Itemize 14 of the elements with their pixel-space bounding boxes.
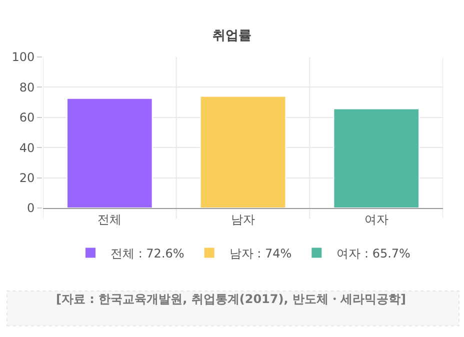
y-tick-label: 0 — [26, 201, 35, 216]
y-tick-label: 60 — [19, 110, 35, 125]
y-tick-label: 80 — [19, 80, 35, 94]
legend-label: 남자 : 74% — [229, 246, 292, 260]
x-tick-label: 전체 — [98, 212, 122, 226]
text: [자료 : 한국교육개발원, 취업통계(2017), 반도체・세라믹공학] — [56, 292, 406, 306]
y-tick-label: 40 — [19, 140, 35, 155]
y-tick-label: 100 — [12, 50, 35, 64]
y-tick-label: 20 — [19, 171, 35, 185]
x-tick-label: 여자 — [364, 212, 388, 226]
x-tick-label: 남자 — [231, 212, 255, 226]
chart-title: 취업률 — [212, 28, 252, 44]
legend-label: 여자 : 65.7% — [336, 246, 410, 260]
legend-label: 전체 : 72.6% — [110, 246, 184, 260]
